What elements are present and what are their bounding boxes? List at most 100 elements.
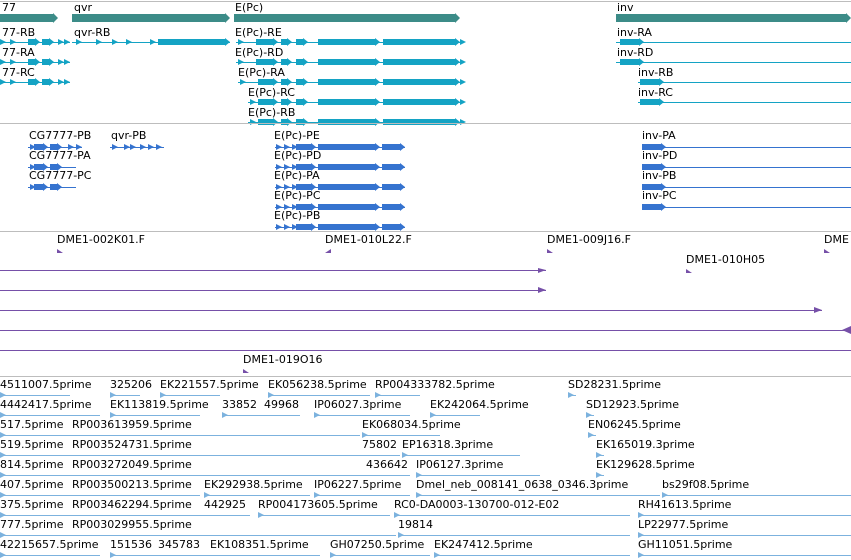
feature-label[interactable]: CG7777-PC [29,169,92,182]
feature-label[interactable]: qvr-RB [74,26,111,39]
strand-arrow[interactable] [258,512,264,518]
est-label[interactable]: 4511007.5prime [0,378,92,391]
strand-arrow[interactable] [0,552,6,558]
est-label[interactable]: 42215657.5prime [0,538,99,551]
strand-arrow[interactable] [126,39,132,45]
undefined[interactable] [110,147,164,148]
strand-arrow[interactable] [292,144,298,150]
est-label[interactable]: 19814 [398,518,433,531]
strand-arrow[interactable] [0,392,6,398]
feature-label[interactable]: inv-PB [642,169,677,182]
feature-label[interactable]: inv-PC [642,189,677,202]
strand-arrow[interactable] [375,392,381,398]
strand-arrow[interactable] [64,59,70,65]
exon-block[interactable] [640,79,660,85]
exon-block[interactable] [616,14,847,22]
exon-block[interactable] [28,39,36,45]
strand-arrow[interactable] [0,59,6,65]
strand-arrow[interactable] [588,432,594,438]
strand-arrow[interactable] [49,58,54,66]
exon-block[interactable] [296,59,304,65]
strand-arrow[interactable] [455,13,460,23]
exon-block[interactable] [281,99,288,105]
est-label[interactable]: RC0-DA0003-130700-012-E02 [394,498,560,511]
clone-end-marker[interactable] [824,249,830,253]
strand-arrow[interactable] [160,392,166,398]
est-label[interactable]: EK221557.5prime [160,378,259,391]
strand-arrow[interactable] [276,164,282,170]
est-label[interactable]: 325206 [110,378,152,391]
exon-block[interactable] [318,79,376,85]
est-line[interactable] [638,555,851,556]
strand-arrow[interactable] [110,552,116,558]
est-label[interactable]: RP004173605.5prime [258,498,378,511]
strand-arrow[interactable] [375,58,380,66]
est-line[interactable] [662,495,851,496]
strand-arrow[interactable] [57,163,62,171]
est-label[interactable]: GH07250.5prime [330,538,425,551]
strand-arrow[interactable] [659,98,664,106]
strand-arrow[interactable] [287,38,292,46]
est-line[interactable] [375,395,420,396]
intron-line[interactable] [616,42,851,43]
intron-line[interactable] [642,147,851,148]
est-line[interactable] [402,455,520,456]
exon-block[interactable] [296,79,304,85]
est-line[interactable] [258,515,390,516]
exon-block[interactable] [28,59,36,65]
exon-block[interactable] [28,79,36,85]
clone-label[interactable]: DME1-010L22.F [325,233,412,246]
strand-arrow[interactable] [43,143,48,151]
feature-label[interactable]: E(Pc)-PD [274,149,322,162]
strand-arrow[interactable] [303,58,308,66]
strand-arrow[interactable] [49,38,54,46]
est-label[interactable]: RP003613959.5prime [72,418,192,431]
exon-block[interactable] [72,14,226,22]
intron-line[interactable] [642,207,851,208]
clone-line[interactable] [0,310,822,311]
strand-arrow[interactable] [596,452,602,458]
strand-arrow[interactable] [284,224,290,230]
strand-arrow[interactable] [455,58,460,66]
exon-block[interactable] [383,119,456,125]
est-label[interactable]: EK247412.5prime [434,538,533,551]
strand-arrow[interactable] [58,39,64,45]
strand-arrow[interactable] [455,38,460,46]
strand-arrow[interactable] [238,59,244,65]
exon-block[interactable] [258,119,274,125]
feature-label[interactable]: inv-RB [638,66,674,79]
est-line[interactable] [314,415,410,416]
strand-arrow[interactable] [292,164,298,170]
strand-arrow[interactable] [110,392,116,398]
exon-block[interactable] [318,39,376,45]
est-label[interactable]: RP003272049.5prime [72,458,192,471]
feature-label[interactable]: inv-PA [642,129,676,142]
est-line[interactable] [110,395,140,396]
est-line[interactable] [638,515,851,516]
strand-arrow[interactable] [57,143,62,151]
est-label[interactable]: 151536 [110,538,152,551]
clone-end-marker[interactable] [547,249,553,253]
strand-arrow[interactable] [375,143,380,151]
strand-arrow[interactable] [638,532,644,538]
strand-arrow[interactable] [238,39,244,45]
strand-arrow[interactable] [148,144,154,150]
strand-arrow[interactable] [276,184,282,190]
exon-block[interactable] [281,59,288,65]
strand-arrow[interactable] [375,78,380,86]
strand-arrow[interactable] [303,78,308,86]
est-line[interactable] [0,395,70,396]
strand-arrow[interactable] [661,183,666,191]
est-line[interactable] [416,475,540,476]
strand-arrow[interactable] [303,38,308,46]
strand-arrow[interactable] [35,78,40,86]
strand-arrow[interactable] [0,39,6,45]
est-line[interactable] [268,395,370,396]
est-label[interactable]: EK292938.5prime [204,478,303,491]
est-label[interactable]: 436642 [366,458,408,471]
exon-block[interactable] [281,119,288,125]
est-label[interactable]: RH41613.5prime [638,498,732,511]
strand-arrow[interactable] [455,78,460,86]
feature-label[interactable]: E(Pc)-RB [248,106,296,119]
